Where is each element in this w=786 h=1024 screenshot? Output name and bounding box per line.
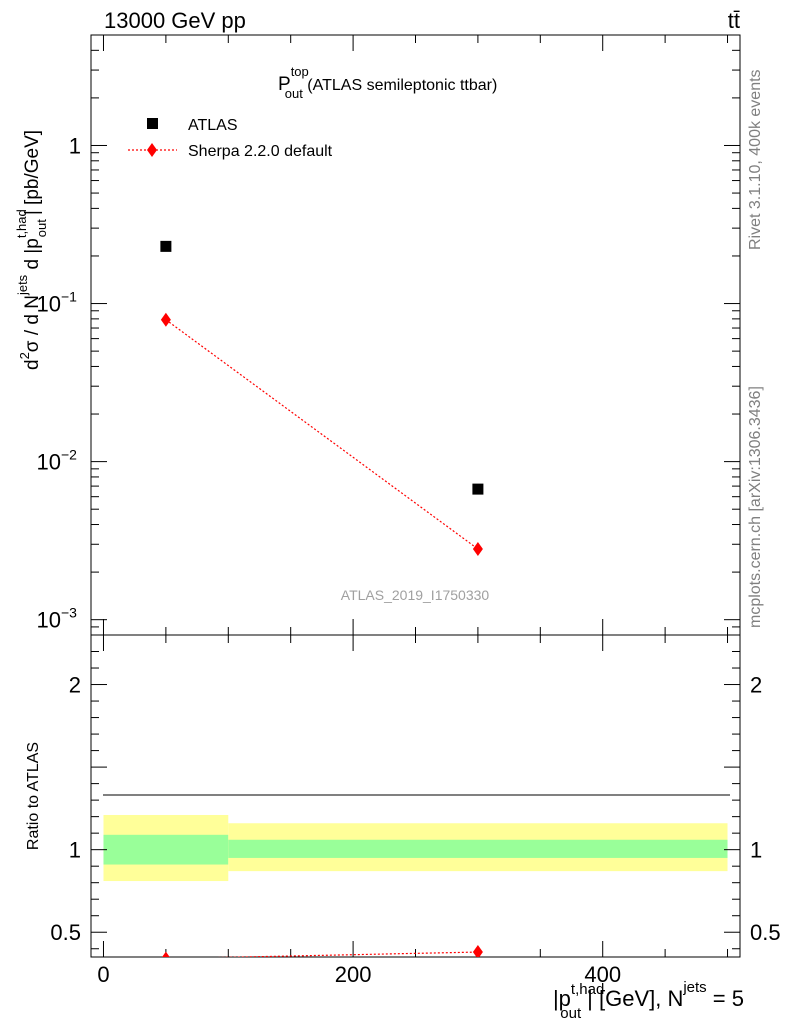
x-jets: jets (682, 979, 706, 996)
legend-mc-marker (147, 143, 157, 157)
main-y-tick-label: 10 (37, 450, 61, 475)
ratio-marks (162, 945, 483, 957)
ratio-frame (90, 634, 741, 958)
atlas-point (472, 483, 484, 495)
y-sigma: σ / d N (22, 295, 43, 352)
header-right: tt̄ (728, 8, 740, 33)
watermark: ATLAS_2019_I1750330 (341, 587, 490, 603)
legend: ATLAS Sherpa 2.2.0 default (128, 117, 333, 160)
plot-title-main: P (278, 74, 291, 95)
main-y-axis-label: d2σ / d Njets d |pt,had out | [pb/GeV] (14, 130, 49, 370)
header-left: 13000 GeV pp (104, 8, 246, 33)
y-thad: t,had (14, 209, 29, 238)
main-y-tick-exponent: −3 (61, 605, 77, 621)
x-tick-label: 0 (97, 962, 109, 987)
mc-point (160, 312, 171, 327)
ratio-ticks: 0.5 0.5 1 1 2 2 (50, 635, 781, 957)
ratio-y-tick-label-left: 0.5 (50, 920, 81, 945)
ratio-y-tick-label-left: 1 (69, 838, 81, 863)
ratio-y-tick-label-left: 2 (69, 673, 81, 698)
mc-point (472, 542, 483, 557)
ratio-mc-point (162, 951, 170, 957)
plot-title-rest: (ATLAS semileptonic ttbar) (303, 77, 497, 94)
ratio-y-tick-label-right: 2 (750, 673, 762, 698)
main-y-tick-label: 10 (37, 292, 61, 317)
atlas-point (160, 240, 172, 252)
plot-title: Ptop out (ATLAS semileptonic ttbar) (278, 64, 497, 101)
x-sup: t,had (571, 981, 604, 998)
main-y-tick-exponent: −1 (61, 289, 77, 305)
x-axis-label: |pt,had out | [GeV], Njets = 5 (553, 979, 744, 1022)
ratio-y-axis-label: Ratio to ATLAS (25, 742, 42, 850)
main-marks (160, 240, 484, 557)
x-tick-label: 400 (584, 962, 621, 987)
x-tick-labels: 0 200 400 (97, 962, 621, 987)
ratio-band-inner (228, 839, 728, 858)
legend-atlas-marker (147, 118, 158, 129)
legend-atlas-label: ATLAS (188, 117, 238, 134)
ratio-band-inner (103, 834, 229, 865)
y-jets: jets (15, 274, 30, 296)
y-unit: | [pb/GeV] (22, 130, 43, 215)
plot-title-sup: top (291, 64, 309, 79)
ratio-y-tick-label-right: 0.5 (750, 920, 781, 945)
main-y-tick-label: 1 (69, 133, 81, 158)
x-p: |p (553, 986, 571, 1011)
ratio-mc-line (215, 951, 478, 957)
ratio-panel: 0.5 0.5 1 1 2 2 (50, 634, 781, 958)
x-end: = 5 (707, 986, 744, 1011)
y-d: d |p (22, 238, 43, 275)
legend-mc-label: Sherpa 2.2.0 default (188, 143, 333, 160)
ratio-mc-group (162, 945, 483, 957)
ratio-mc-point (472, 945, 483, 957)
mcplots-label: mcplots.cern.ch [arXiv:1306.3436] (747, 386, 764, 628)
mc-line (165, 319, 479, 550)
x-tick-label: 200 (335, 962, 372, 987)
y-d2: d (22, 359, 43, 370)
rivet-label: Rivet 3.1.10, 400k events (747, 69, 764, 250)
y-out: out (34, 219, 49, 237)
main-ticks (91, 34, 740, 636)
y-sup2: 2 (17, 352, 32, 359)
main-panel: 110−110−210−3 ATLAS_2019_I1750330 Ptop ou… (37, 34, 741, 636)
ratio-bands (103, 814, 728, 882)
x-mid: | [GeV], N (587, 986, 683, 1011)
plot-title-sub: out (285, 86, 303, 101)
x-sub: out (560, 1005, 582, 1022)
main-y-tick-labels: 110−110−210−3 (37, 133, 81, 632)
main-y-tick-label: 10 (37, 608, 61, 633)
ratio-y-tick-label-right: 1 (750, 838, 762, 863)
main-y-tick-exponent: −2 (61, 447, 77, 463)
